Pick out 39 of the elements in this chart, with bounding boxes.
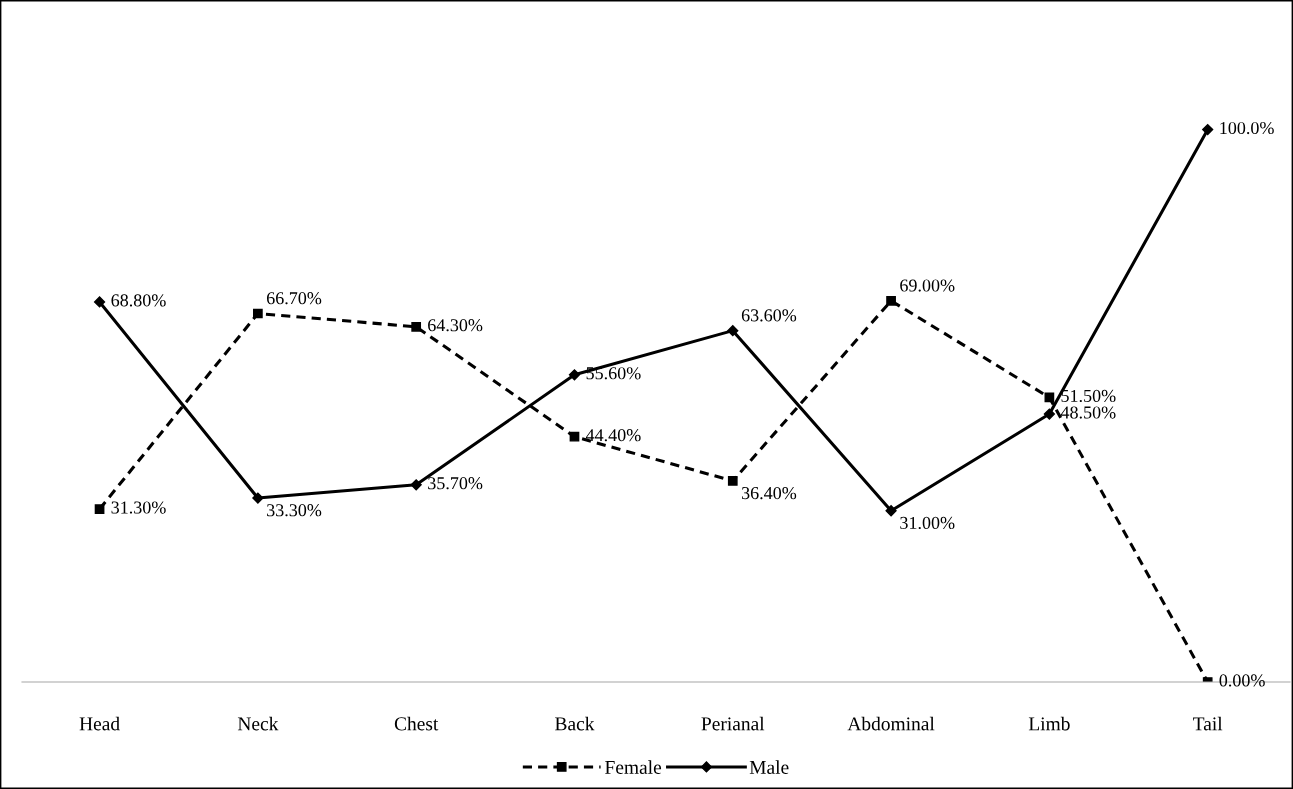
point bbox=[94, 504, 105, 514]
data-label: 35.70% bbox=[428, 477, 483, 490]
x-tick-label: Chest bbox=[394, 716, 439, 731]
point bbox=[885, 505, 897, 517]
data-label: 66.70% bbox=[266, 292, 322, 305]
data-label: 31.00% bbox=[900, 516, 955, 530]
x-tick-label: Tail bbox=[1193, 716, 1223, 731]
x-tick-label: Head bbox=[79, 716, 120, 731]
x-tick-label: Abdominal bbox=[847, 716, 935, 731]
point bbox=[410, 479, 422, 491]
data-label: 33.30% bbox=[267, 504, 322, 517]
point bbox=[93, 296, 106, 308]
point bbox=[727, 325, 739, 337]
x-tick-label: Neck bbox=[237, 716, 279, 731]
point bbox=[253, 308, 263, 319]
legend-label: Male bbox=[749, 760, 789, 774]
data-label: 36.40% bbox=[741, 486, 797, 500]
data-label: 44.40% bbox=[585, 429, 641, 442]
data-label: 100.0% bbox=[1220, 121, 1274, 135]
data-label: 0.00% bbox=[1219, 674, 1265, 687]
data-label: 31.30% bbox=[111, 501, 166, 514]
x-tick-label: Limb bbox=[1028, 716, 1070, 731]
point bbox=[727, 476, 738, 486]
point bbox=[411, 321, 422, 332]
point bbox=[569, 431, 580, 442]
legend-label: Female bbox=[605, 760, 662, 774]
point bbox=[886, 295, 896, 306]
data-label: 48.50% bbox=[1060, 406, 1116, 419]
data-label: 63.60% bbox=[741, 309, 797, 322]
data-label: 68.80% bbox=[111, 294, 166, 307]
point bbox=[1202, 123, 1214, 136]
data-label: 51.50% bbox=[1061, 389, 1116, 403]
point bbox=[568, 369, 581, 381]
x-tick-label: Perianal bbox=[701, 716, 765, 731]
data-label: 64.30% bbox=[428, 319, 483, 332]
data-label: 69.00% bbox=[900, 279, 955, 292]
point bbox=[252, 492, 264, 504]
x-tick-label: Back bbox=[555, 716, 595, 731]
point bbox=[1043, 408, 1055, 420]
